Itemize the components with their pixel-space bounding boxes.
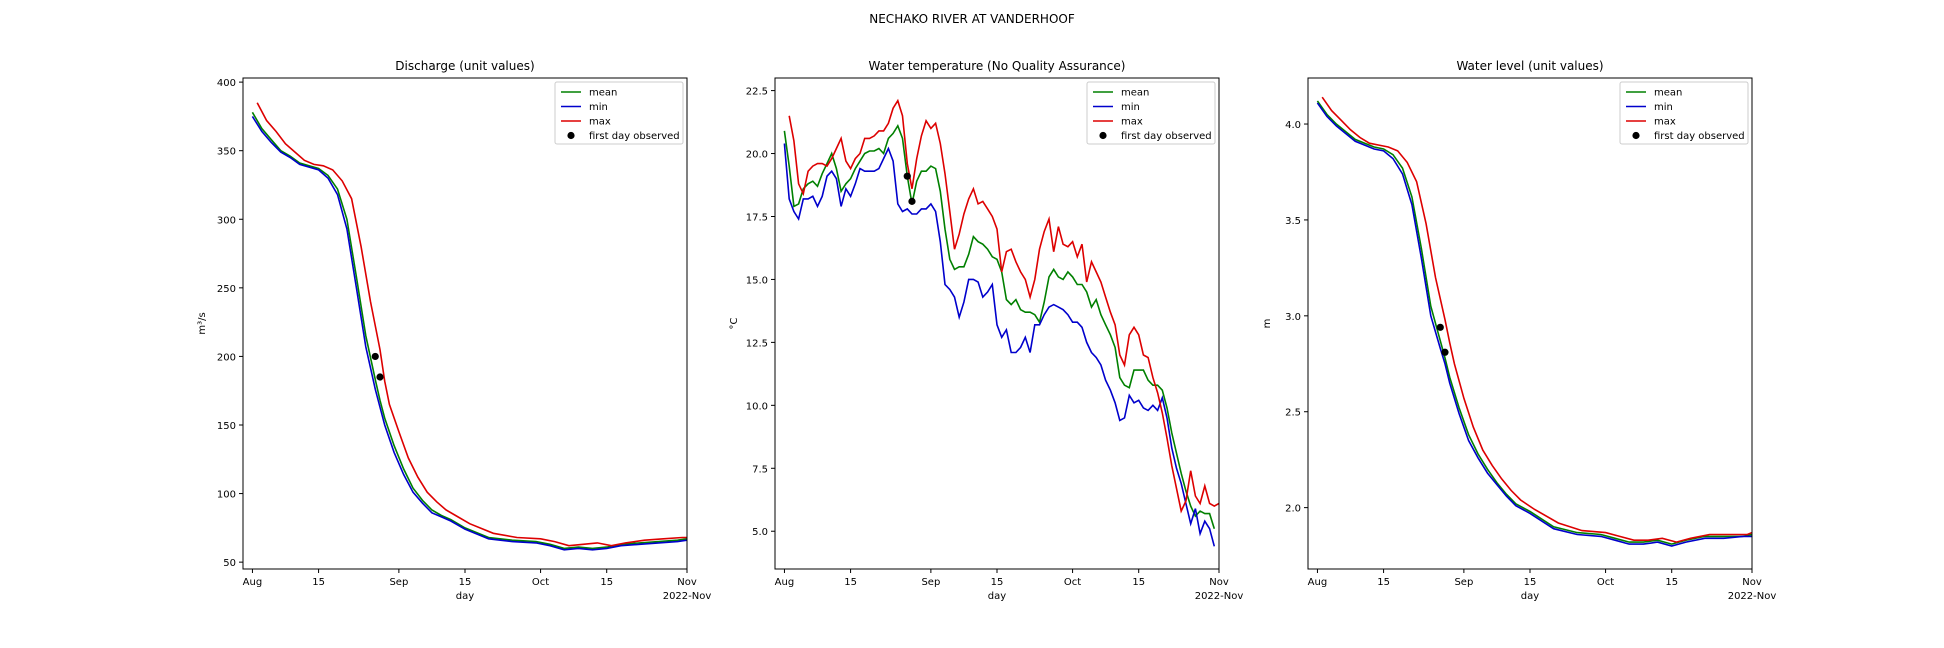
chart-title: Water level (unit values) — [1456, 59, 1603, 73]
x-tick-label: Nov — [677, 577, 697, 588]
legend-label: first day observed — [589, 131, 680, 142]
y-tick-label: 350 — [217, 147, 236, 158]
series-line-min — [251, 115, 687, 551]
legend-label: mean — [1654, 88, 1682, 99]
y-tick-label: 3.0 — [1285, 312, 1301, 323]
legend-box — [1086, 81, 1216, 145]
first-day-point — [1441, 348, 1449, 356]
chart-panel-3: Water level (unit values) 2.0 2.5 3.0 3.5 4.0… — [1262, 59, 1776, 602]
y-tick-label: 20.0 — [746, 150, 768, 161]
x-axis-label: day — [1521, 591, 1539, 602]
x-tick-label: 15 — [312, 577, 325, 588]
x-axis-label: day — [988, 591, 1006, 602]
x-tick-label: Aug — [243, 577, 263, 588]
first-day-point — [908, 197, 916, 205]
legend-swatch-first-day — [567, 131, 575, 140]
y-axis-label: m — [1262, 319, 1273, 329]
x-tick-label: Sep — [921, 577, 940, 588]
legend-box — [1619, 81, 1749, 145]
x-tick-label: Nov — [1209, 577, 1229, 588]
x-offset-label: 2022-Nov — [663, 591, 712, 602]
y-tick-label: 15.0 — [746, 275, 768, 286]
x-tick-label: Aug — [1308, 577, 1328, 588]
x-tick-label: Oct — [1064, 577, 1081, 588]
y-tick-label: 12.5 — [746, 338, 768, 349]
series-line-mean — [1316, 100, 1752, 545]
figure-title: NECHAKO RIVER AT VANDERHOOF — [869, 12, 1075, 26]
first-day-point — [376, 373, 384, 381]
series-line-mean — [783, 123, 1216, 529]
legend-label: max — [1121, 117, 1143, 128]
y-tick-label: 4.0 — [1285, 120, 1301, 131]
x-tick-label: 15 — [1524, 577, 1537, 588]
legend-label: first day observed — [1654, 131, 1745, 142]
y-axis-label: °C — [729, 317, 740, 329]
legend-label: min — [589, 102, 608, 113]
legend-swatch-first-day — [1632, 131, 1640, 140]
y-tick-label: 100 — [217, 490, 236, 501]
x-tick-label: 15 — [844, 577, 857, 588]
x-tick-label: 15 — [991, 577, 1004, 588]
first-day-point — [1436, 323, 1444, 331]
legend-label: min — [1121, 102, 1140, 113]
x-tick-label: Oct — [532, 577, 549, 588]
legend-label: max — [589, 117, 611, 128]
legend-label: mean — [589, 88, 617, 99]
chart-panel-1: Discharge (unit values) 50 100 150 200 250 300… — [197, 59, 711, 602]
first-day-point — [903, 172, 911, 180]
series-line-max — [788, 98, 1219, 514]
y-tick-label: 300 — [217, 215, 236, 226]
x-offset-label: 2022-Nov — [1195, 591, 1244, 602]
y-tick-label: 7.5 — [752, 464, 768, 475]
chart-title: Water temperature (No Quality Assurance) — [869, 59, 1126, 73]
x-tick-label: Nov — [1742, 577, 1762, 588]
y-tick-label: 2.5 — [1285, 408, 1301, 419]
x-tick-label: Sep — [1454, 577, 1473, 588]
legend-box — [554, 81, 684, 145]
y-tick-label: 400 — [217, 78, 236, 89]
series-line-min — [783, 143, 1216, 547]
chart-title: Discharge (unit values) — [395, 59, 534, 73]
x-tick-label: Oct — [1597, 577, 1614, 588]
x-tick-label: 15 — [1665, 577, 1678, 588]
y-tick-label: 3.5 — [1285, 216, 1301, 227]
y-tick-label: 17.5 — [746, 212, 768, 223]
legend-label: mean — [1121, 88, 1149, 99]
series-line-max — [1321, 96, 1752, 543]
plot-frame — [242, 77, 688, 570]
legend: mean min max first day observed — [554, 81, 684, 145]
x-tick-label: Sep — [389, 577, 408, 588]
y-tick-label: 10.0 — [746, 401, 768, 412]
x-tick-label: 15 — [600, 577, 613, 588]
legend-label: min — [1654, 102, 1673, 113]
y-tick-label: 250 — [217, 284, 236, 295]
y-tick-label: 2.0 — [1285, 504, 1301, 515]
chart-panel-2: Water temperature (No Quality Assurance)… — [729, 59, 1243, 602]
first-day-point — [371, 352, 379, 361]
plot-frame — [1307, 77, 1753, 570]
x-tick-label: Aug — [775, 577, 795, 588]
y-tick-label: 150 — [217, 421, 236, 432]
x-tick-label: 15 — [1132, 577, 1145, 588]
series-line-min — [1316, 102, 1752, 547]
legend: mean min max first day observed — [1619, 81, 1749, 145]
legend: mean min max first day observed — [1086, 81, 1216, 145]
x-tick-label: 15 — [1377, 577, 1390, 588]
series-line-max — [256, 102, 687, 547]
plot-frame — [774, 77, 1220, 570]
legend-swatch-first-day — [1099, 131, 1107, 140]
series-line-mean — [251, 111, 687, 550]
legend-label: first day observed — [1121, 131, 1212, 142]
y-tick-label: 200 — [217, 352, 236, 363]
x-axis-label: day — [456, 591, 474, 602]
legend-label: max — [1654, 117, 1676, 128]
y-tick-label: 22.5 — [746, 87, 768, 98]
x-tick-label: 15 — [459, 577, 472, 588]
y-tick-label: 50 — [223, 558, 236, 569]
y-axis-label: m³/s — [197, 312, 208, 334]
x-offset-label: 2022-Nov — [1728, 591, 1777, 602]
y-tick-label: 5.0 — [752, 527, 768, 538]
